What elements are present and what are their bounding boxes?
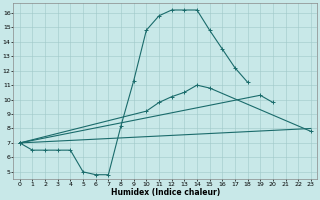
- X-axis label: Humidex (Indice chaleur): Humidex (Indice chaleur): [111, 188, 220, 197]
